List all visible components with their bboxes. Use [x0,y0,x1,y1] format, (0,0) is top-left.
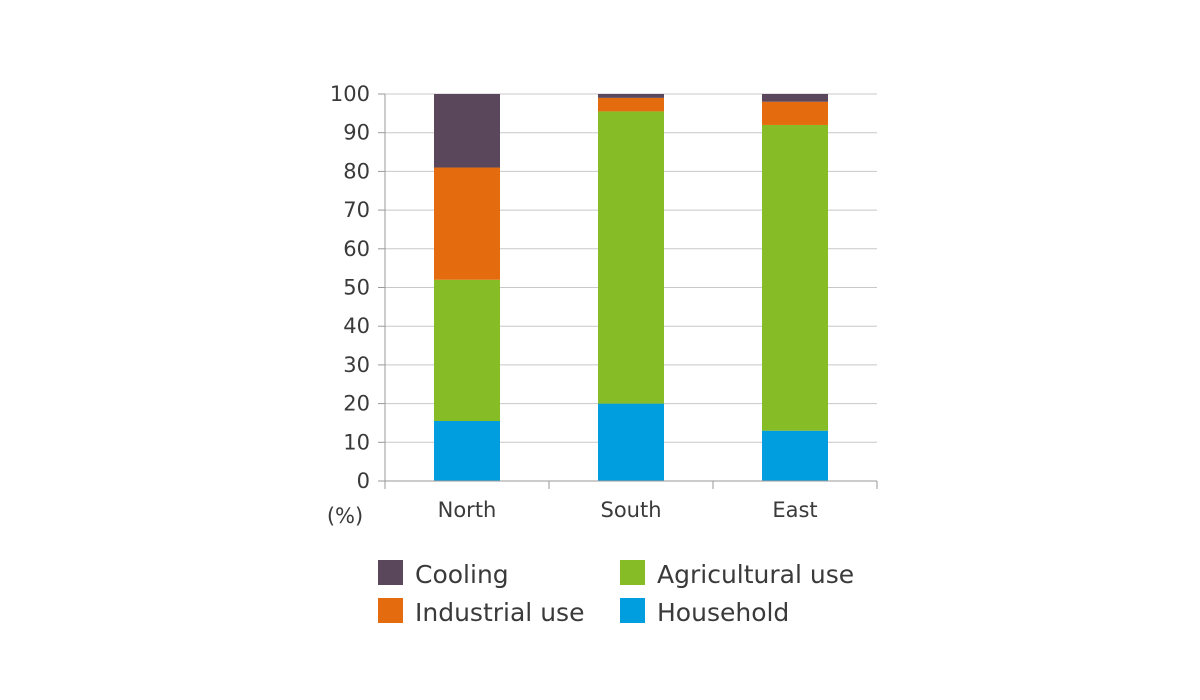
labels: 0 10 20 30 40 50 60 70 80 90 100 North South East (%) [327,82,818,528]
y-tick-label: 20 [343,392,370,416]
bar-agricultural-use-east [762,124,828,431]
bar-industrial-use-south [598,97,664,112]
y-tick-label: 10 [343,430,370,454]
legend: Cooling Agricultural use Industrial use Hou… [378,560,854,627]
legend-swatch-agricultural-use [620,560,645,585]
legend-label-industrial-use: Industrial use [415,598,584,627]
bar-household-east [762,430,828,481]
bar-cooling-east [762,94,828,102]
x-category-label: South [600,498,661,522]
bar-household-north [434,421,500,481]
bar-cooling-north [434,94,500,168]
y-unit-label: (%) [327,504,363,528]
y-tick-label: 80 [343,159,370,183]
bar-industrial-use-east [762,101,828,125]
legend-label-cooling: Cooling [415,560,509,589]
legend-swatch-household [620,598,645,623]
bar-cooling-south [598,94,664,98]
y-tick-label: 60 [343,237,370,261]
legend-label-agricultural-use: Agricultural use [657,560,854,589]
bar-agricultural-use-north [434,279,500,422]
y-tick-label: 30 [343,353,370,377]
legend-swatch-cooling [378,560,403,585]
bar-household-south [598,403,664,481]
legend-swatch-industrial-use [378,598,403,623]
y-tick-label: 0 [357,469,370,493]
x-category-label: East [772,498,817,522]
y-tick-label: 100 [330,82,370,106]
x-category-label: North [438,498,497,522]
y-tick-label: 40 [343,314,370,338]
bar-industrial-use-north [434,167,500,280]
y-tick-label: 90 [343,121,370,145]
bars [434,94,828,481]
y-tick-label: 70 [343,198,370,222]
y-tick-label: 50 [343,276,370,300]
legend-label-household: Household [657,598,789,627]
bar-agricultural-use-south [598,111,664,404]
axes [378,93,878,489]
